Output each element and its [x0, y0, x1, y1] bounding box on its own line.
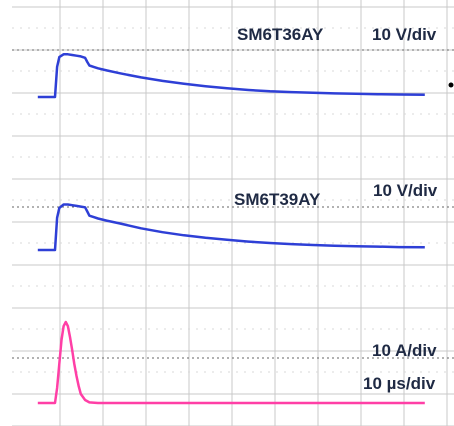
trace-line-2 — [37, 203, 425, 252]
time-scale-label: 10 µs/div — [363, 374, 436, 393]
waveform-traces — [37, 53, 425, 405]
trace3-scale-label: 10 A/div — [372, 341, 437, 360]
trace-line-1 — [37, 53, 425, 99]
trace-line-3 — [37, 320, 425, 405]
trace1-name-label: SM6T36AY — [237, 25, 324, 44]
scope-grid — [12, 0, 454, 426]
trace1-scale-label: 10 V/div — [372, 25, 437, 44]
trace1-marker-dot — [448, 82, 454, 88]
trace2-name-label: SM6T39AY — [234, 190, 321, 209]
trace2-scale-label: 10 V/div — [373, 181, 438, 200]
